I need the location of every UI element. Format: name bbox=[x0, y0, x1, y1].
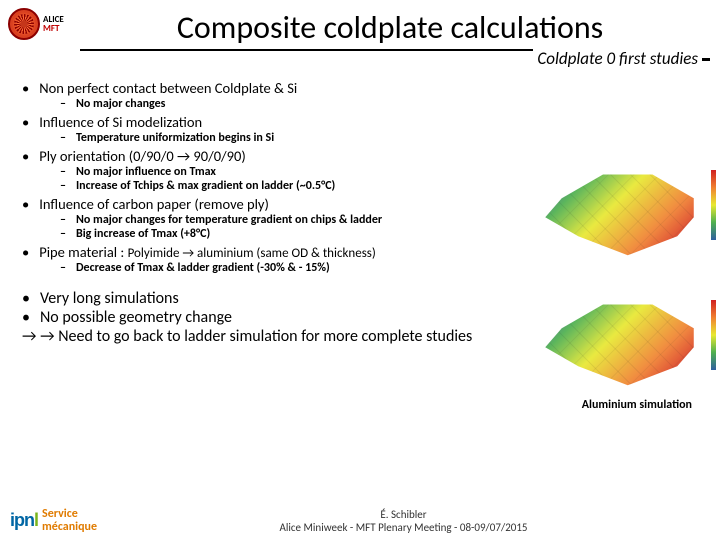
bullet-5: Pipe material : Polyimide → aluminium (s… bbox=[22, 243, 706, 275]
simulation-caption: Aluminium simulation bbox=[582, 398, 692, 412]
ipnl-logo: ipnl bbox=[10, 510, 38, 531]
bullet-1: Non perfect contact between Coldplate & … bbox=[22, 79, 706, 111]
footer-author: É. Schibler bbox=[97, 508, 710, 521]
sub-bullet: No major changes bbox=[60, 97, 706, 111]
sub-bullet: Temperature uniformization begins in Si bbox=[60, 131, 706, 145]
sub-bullet: Decrease of Tmax & ladder gradient (-30%… bbox=[60, 261, 706, 275]
colorbar-1 bbox=[711, 170, 716, 240]
slide-logo: ALICE MFT bbox=[8, 8, 64, 40]
colorbar-2 bbox=[711, 300, 716, 370]
alice-logo-icon bbox=[8, 8, 40, 40]
slide-title: Composite coldplate calculations bbox=[10, 8, 710, 47]
logo-text: ALICE MFT bbox=[43, 15, 64, 33]
footer-meeting: Alice Miniweek - MFT Plenary Meeting - 0… bbox=[97, 521, 710, 534]
bullet-2: Influence of Si modelization Temperature… bbox=[22, 113, 706, 145]
logo-line2: MFT bbox=[43, 24, 64, 33]
service-label: Service mécanique bbox=[42, 508, 97, 534]
footer-meta: É. Schibler Alice Miniweek - MFT Plenary… bbox=[97, 508, 710, 534]
slide-footer: ipnl Service mécanique É. Schibler Alice… bbox=[0, 508, 720, 534]
